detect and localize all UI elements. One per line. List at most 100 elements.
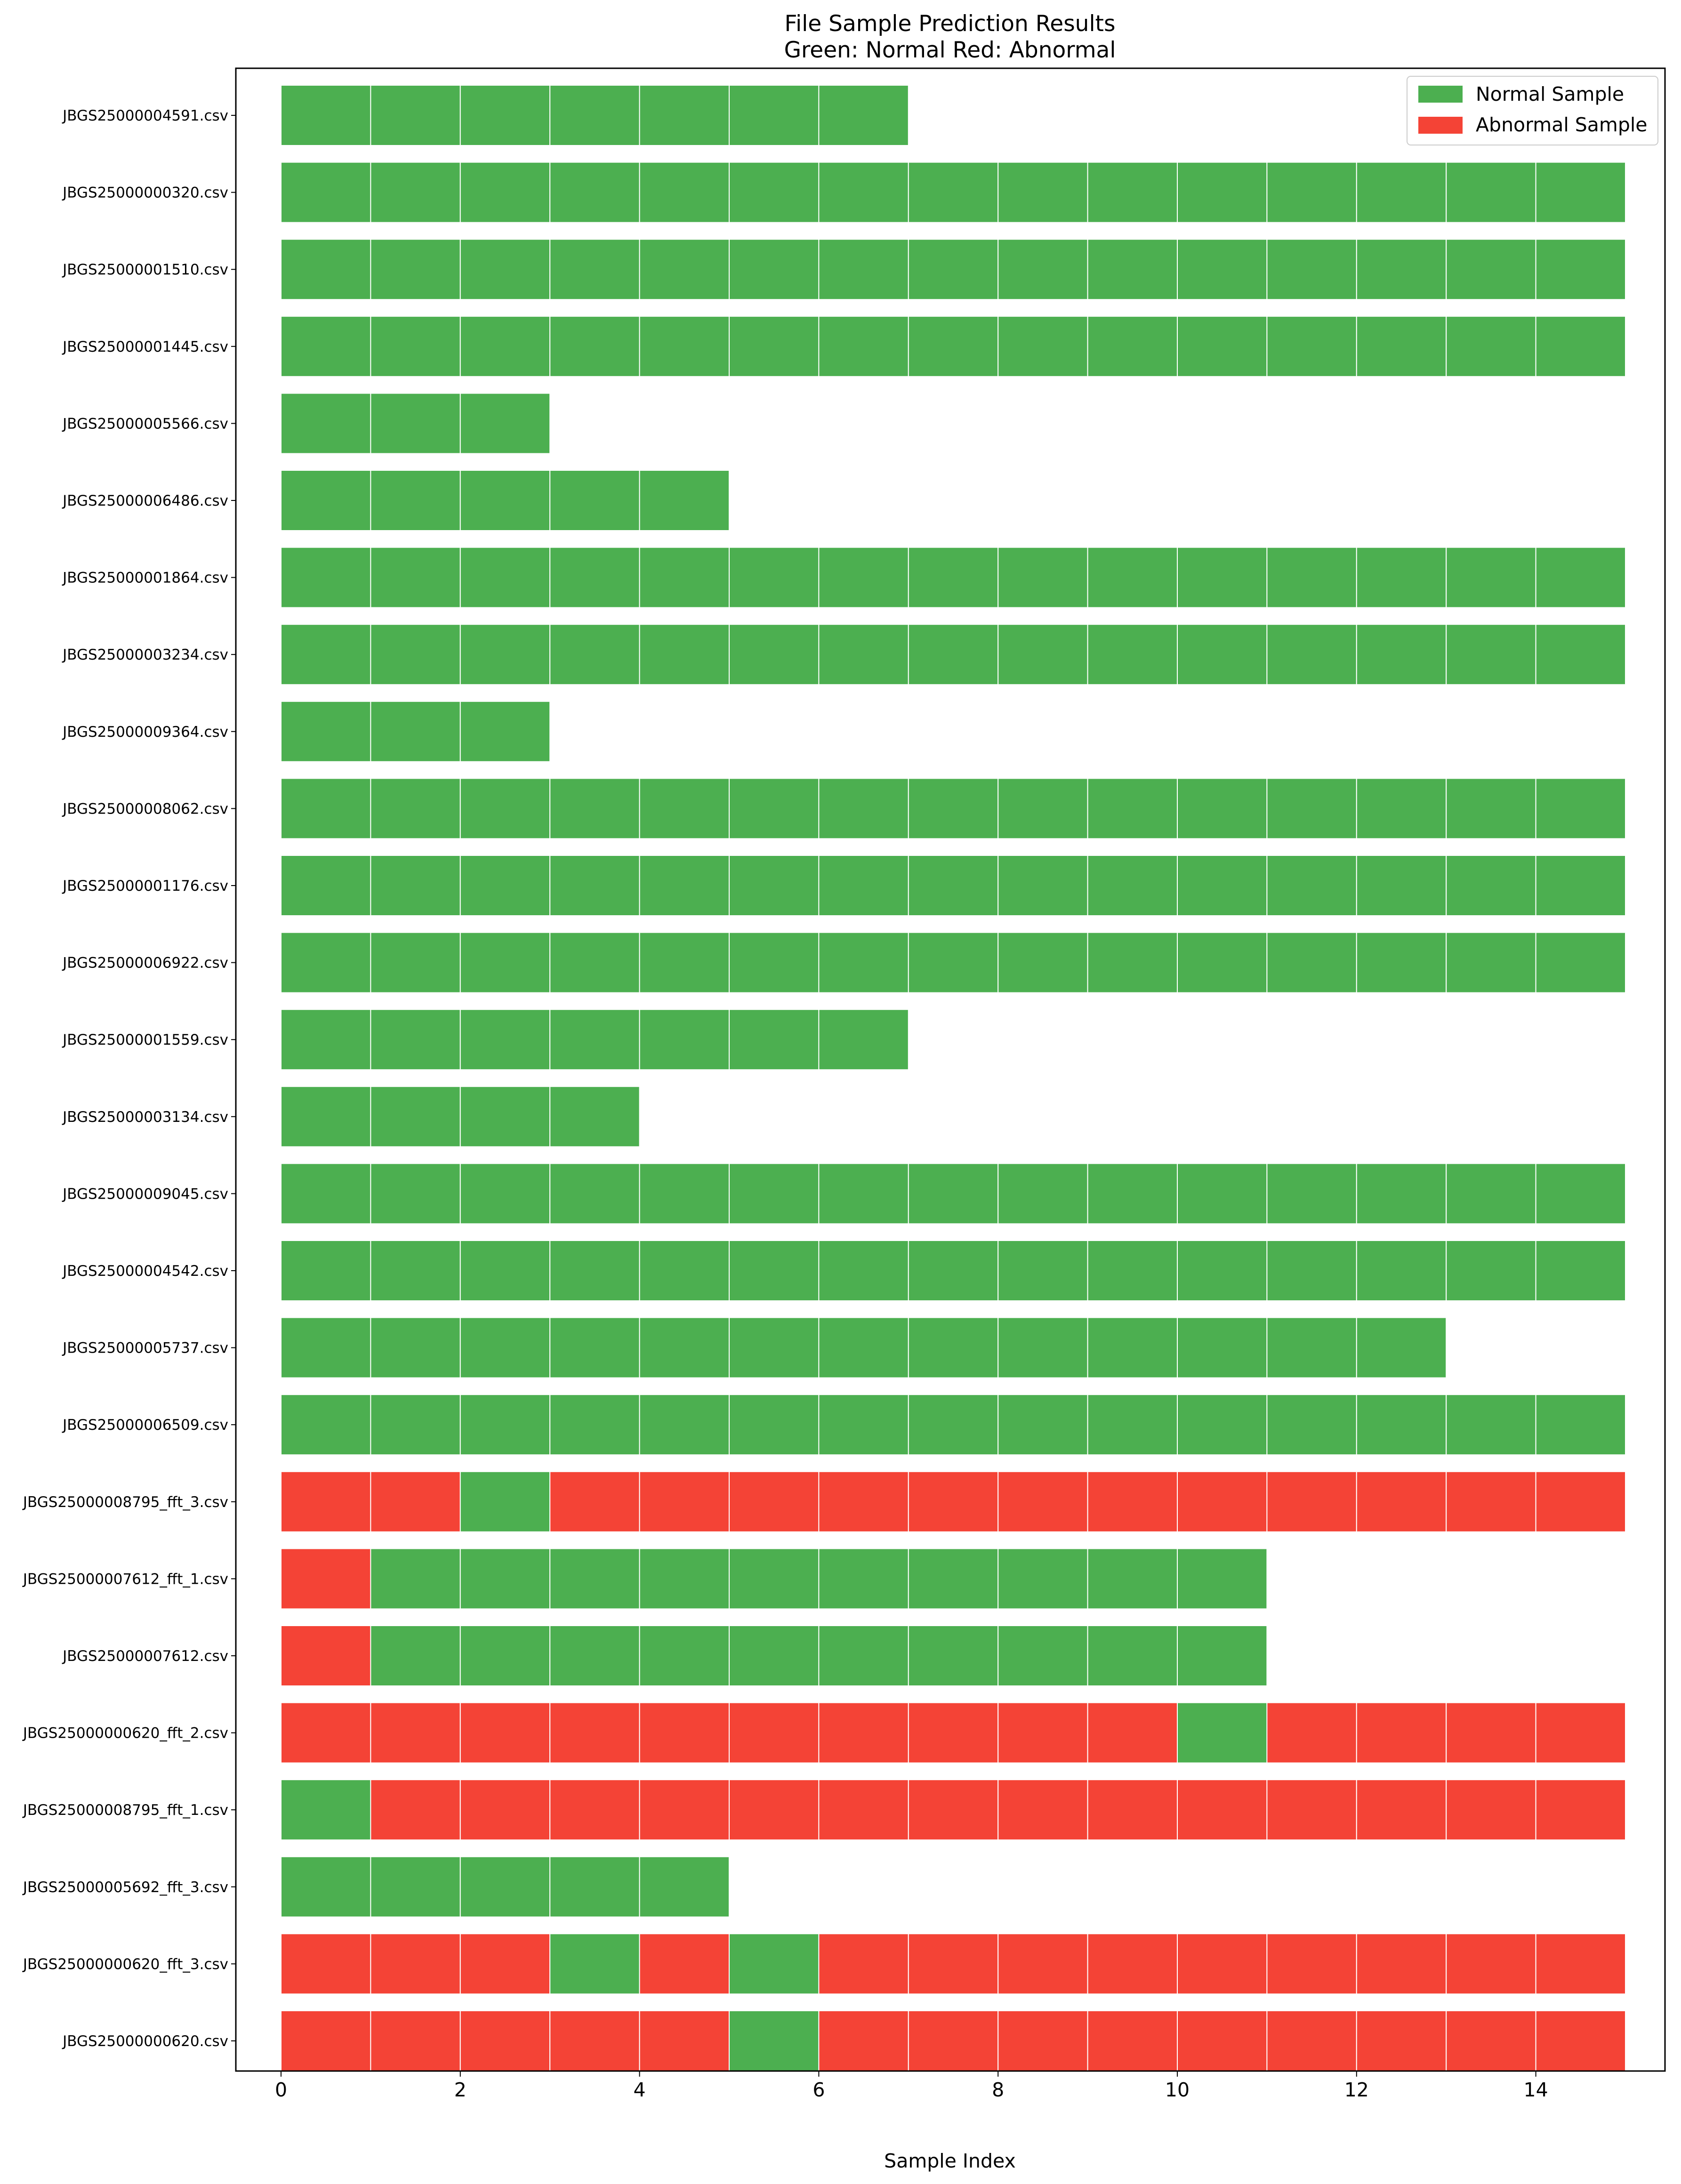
bar-segment-abnormal bbox=[281, 1933, 371, 1995]
bar-segment-normal bbox=[729, 315, 820, 377]
bar-segment-normal bbox=[639, 1317, 730, 1378]
bar-segment-normal bbox=[281, 624, 371, 685]
bar-segment-normal bbox=[459, 85, 551, 146]
bar-segment-normal bbox=[281, 85, 371, 146]
bar-segment-abnormal bbox=[281, 2010, 371, 2071]
bar-segment-normal bbox=[1087, 239, 1178, 300]
bar-segment-normal bbox=[997, 932, 1088, 993]
bar-segment-normal bbox=[639, 778, 730, 839]
bar-segment-normal bbox=[1446, 778, 1536, 839]
bar-row bbox=[281, 1933, 1626, 1995]
bar-segment-normal bbox=[1535, 855, 1626, 916]
x-axis-label: Sample Index bbox=[884, 2150, 1016, 2172]
bar-segment-normal bbox=[997, 1394, 1088, 1456]
bar-segment-abnormal bbox=[729, 1471, 820, 1532]
bar-segment-normal bbox=[639, 547, 730, 608]
legend-label-abnormal: Abnormal Sample bbox=[1476, 113, 1648, 136]
bar-rows bbox=[281, 85, 1626, 2071]
bar-segment-normal bbox=[549, 161, 640, 223]
bar-segment-abnormal bbox=[1446, 1779, 1536, 1841]
bar-segment-normal bbox=[1356, 239, 1447, 300]
bar-segment-normal bbox=[281, 855, 371, 916]
bar-segment-normal bbox=[729, 85, 820, 146]
bar-segment-abnormal bbox=[729, 1779, 820, 1841]
bar-segment-normal bbox=[818, 855, 909, 916]
bar-segment-normal bbox=[1177, 1317, 1268, 1378]
bar-segment-normal bbox=[549, 1856, 640, 1918]
bar-segment-normal bbox=[1087, 315, 1178, 377]
bar-row bbox=[281, 393, 551, 454]
bar-segment-normal bbox=[459, 1548, 551, 1610]
bar-segment-abnormal bbox=[281, 1702, 371, 1764]
bar-segment-normal bbox=[370, 1009, 461, 1071]
bar-segment-normal bbox=[459, 547, 551, 608]
bar-segment-normal bbox=[549, 85, 640, 146]
bar-segment-normal bbox=[1266, 1317, 1357, 1378]
bar-segment-normal bbox=[1266, 778, 1357, 839]
bar-segment-normal bbox=[908, 778, 999, 839]
bar-segment-normal bbox=[729, 1317, 820, 1378]
bar-row bbox=[281, 1471, 1626, 1532]
bar-segment-normal bbox=[1356, 1240, 1447, 1301]
y-tick-label: JBGS25000001864.csv bbox=[62, 570, 228, 587]
bar-segment-abnormal bbox=[549, 1471, 640, 1532]
x-tick-label: 4 bbox=[634, 2079, 646, 2101]
bar-segment-normal bbox=[729, 1009, 820, 1071]
bar-segment-abnormal bbox=[1535, 1779, 1626, 1841]
bar-segment-normal bbox=[908, 1394, 999, 1456]
bar-segment-normal bbox=[370, 85, 461, 146]
bar-segment-normal bbox=[1087, 778, 1178, 839]
bar-segment-abnormal bbox=[1446, 1471, 1536, 1532]
bar-row bbox=[281, 1779, 1626, 1841]
bar-segment-normal bbox=[549, 1163, 640, 1225]
bar-segment-normal bbox=[281, 1163, 371, 1225]
bar-segment-normal bbox=[1087, 932, 1178, 993]
bar-segment-normal bbox=[281, 932, 371, 993]
bar-row bbox=[281, 701, 551, 762]
bar-segment-normal bbox=[370, 470, 461, 531]
bar-segment-abnormal bbox=[1356, 1779, 1447, 1841]
bar-segment-normal bbox=[639, 1856, 730, 1918]
bar-segment-normal bbox=[908, 1548, 999, 1610]
bar-segment-normal bbox=[1177, 1163, 1268, 1225]
bar-segment-normal bbox=[281, 701, 371, 762]
bar-segment-normal bbox=[1535, 778, 1626, 839]
bar-segment-normal bbox=[1356, 1394, 1447, 1456]
bar-segment-abnormal bbox=[549, 2010, 640, 2071]
bar-segment-abnormal bbox=[818, 1933, 909, 1995]
legend-swatch-normal bbox=[1418, 86, 1463, 103]
bar-segment-normal bbox=[370, 1394, 461, 1456]
bar-segment-normal bbox=[997, 547, 1088, 608]
bar-segment-normal bbox=[1356, 855, 1447, 916]
bar-segment-normal bbox=[1177, 239, 1268, 300]
bar-segment-normal bbox=[908, 855, 999, 916]
bar-segment-normal bbox=[459, 470, 551, 531]
bar-segment-normal bbox=[459, 701, 551, 762]
bar-segment-abnormal bbox=[1356, 1933, 1447, 1995]
bar-row bbox=[281, 161, 1626, 223]
bar-segment-normal bbox=[459, 624, 551, 685]
y-tick-label: JBGS25000000620_fft_2.csv bbox=[22, 1725, 228, 1742]
chart-subtitle: Green: Normal Red: Abnormal bbox=[784, 37, 1116, 63]
bar-segment-normal bbox=[908, 624, 999, 685]
bar-segment-normal bbox=[281, 1394, 371, 1456]
bar-segment-abnormal bbox=[1356, 1471, 1447, 1532]
bar-segment-normal bbox=[818, 778, 909, 839]
bar-segment-abnormal bbox=[1266, 1702, 1357, 1764]
bar-segment-normal bbox=[639, 161, 730, 223]
bar-segment-normal bbox=[370, 1856, 461, 1918]
bar-segment-normal bbox=[729, 1240, 820, 1301]
bar-row bbox=[281, 239, 1626, 300]
bar-segment-normal bbox=[549, 1933, 640, 1995]
bar-segment-abnormal bbox=[459, 2010, 551, 2071]
bar-segment-abnormal bbox=[1446, 2010, 1536, 2071]
bar-segment-abnormal bbox=[997, 1933, 1088, 1995]
bar-segment-normal bbox=[729, 1933, 820, 1995]
bar-segment-normal bbox=[1535, 315, 1626, 377]
bar-row bbox=[281, 855, 1626, 916]
bar-segment-normal bbox=[1266, 1240, 1357, 1301]
bar-segment-normal bbox=[729, 2010, 820, 2071]
bar-segment-abnormal bbox=[997, 2010, 1088, 2071]
bar-segment-normal bbox=[459, 315, 551, 377]
bar-segment-abnormal bbox=[1266, 1779, 1357, 1841]
